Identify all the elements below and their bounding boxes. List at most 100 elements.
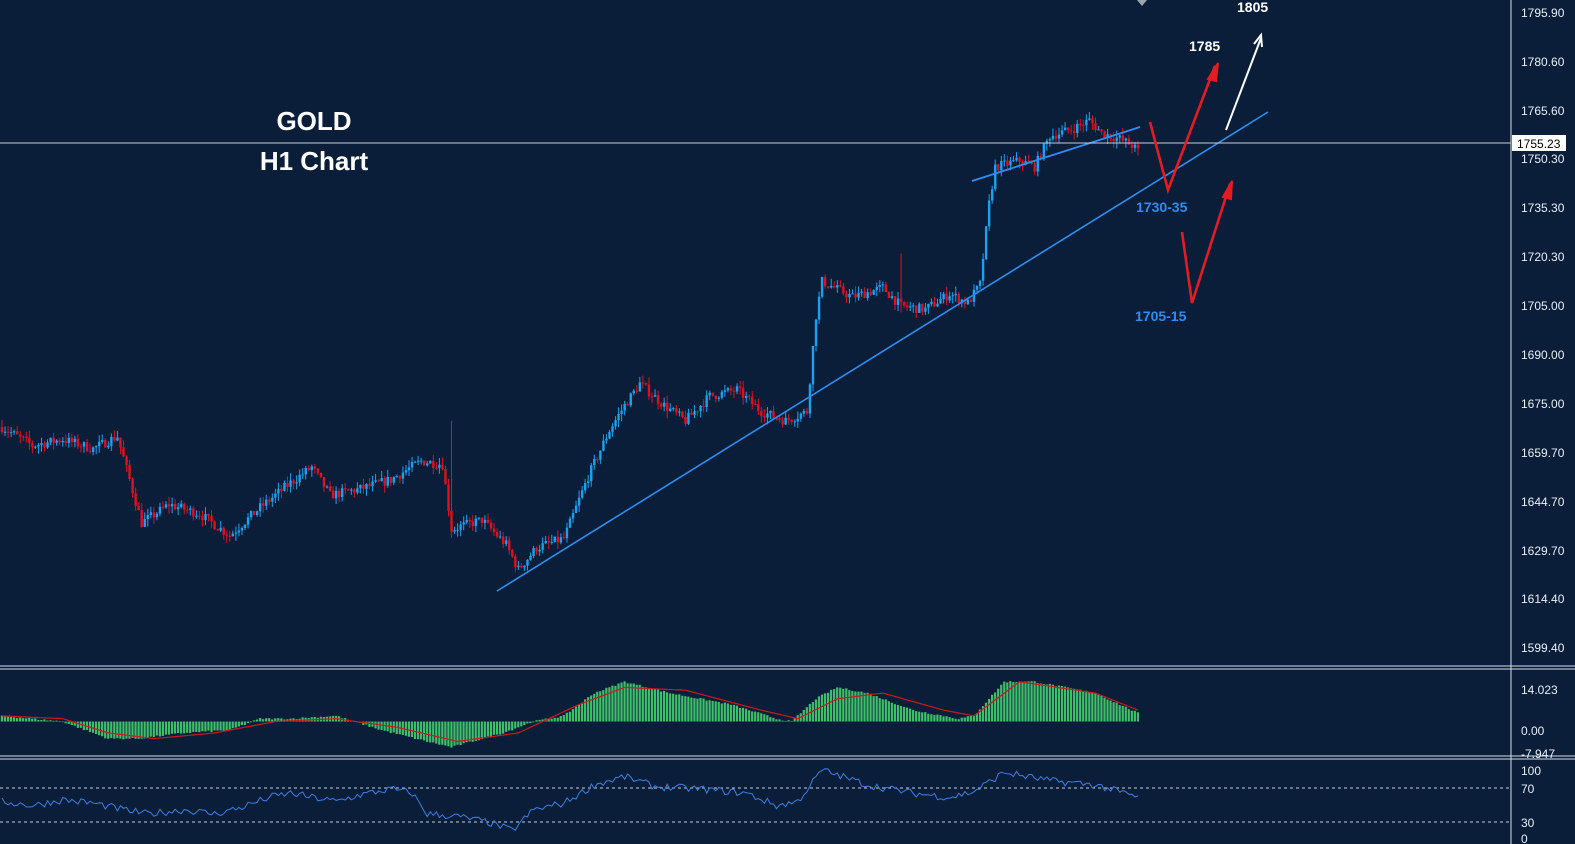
candle-body	[1042, 143, 1046, 160]
candle-body	[3, 431, 7, 433]
candle-body	[1054, 135, 1058, 139]
macd-histogram-bar	[611, 685, 614, 722]
macd-histogram-bar	[277, 718, 280, 722]
candle-body	[474, 518, 478, 527]
candle-body	[426, 463, 429, 466]
candle-body	[505, 540, 508, 545]
candle-body	[22, 436, 25, 438]
candle-body	[173, 504, 177, 510]
candle-body	[222, 527, 225, 535]
price-tick: 1735.30	[1521, 201, 1565, 215]
candle-body	[520, 565, 523, 568]
candle-body	[693, 411, 696, 415]
macd-histogram-bar	[180, 721, 183, 734]
macd-histogram-bar	[887, 701, 890, 722]
macd-histogram-bar	[213, 721, 216, 731]
macd-histogram-bar	[489, 721, 493, 738]
macd-histogram-bar	[1103, 697, 1106, 722]
macd-histogram-bar	[714, 701, 717, 722]
candle-body	[915, 305, 918, 313]
macd-histogram-bar	[881, 699, 884, 722]
candle-body	[438, 464, 441, 468]
candle-body	[851, 293, 854, 295]
macd-histogram-bar	[94, 721, 98, 735]
candle-body	[265, 499, 268, 506]
projection-arrow-support	[1180, 183, 1232, 304]
macd-histogram-bar	[951, 718, 954, 722]
candle-body	[629, 393, 632, 406]
candle-body	[863, 291, 866, 299]
macd-histogram-bar	[101, 721, 104, 737]
candle-body	[456, 529, 459, 531]
candle-body	[67, 437, 71, 443]
macd-histogram-bar	[781, 720, 784, 722]
candle-body	[729, 388, 733, 391]
macd-histogram-bar	[987, 698, 991, 722]
candle-body	[82, 442, 86, 447]
macd-histogram-bar	[0, 715, 4, 722]
macd-histogram-bar	[972, 715, 975, 722]
candle-body	[881, 284, 885, 286]
candle-body	[283, 483, 286, 491]
candle-body	[64, 441, 67, 443]
candle-body	[951, 295, 954, 297]
candle-body	[1091, 118, 1094, 124]
macd-histogram-bar	[842, 688, 845, 722]
macd-histogram-bar	[176, 721, 180, 734]
candle-body	[374, 480, 377, 482]
candle-body	[790, 420, 793, 422]
macd-histogram-bar	[690, 697, 693, 722]
macd-histogram-bar	[948, 717, 951, 722]
macd-histogram-bar	[787, 720, 790, 722]
candle-body	[1127, 138, 1131, 145]
candle-body	[1076, 123, 1079, 133]
candle-body	[508, 540, 511, 550]
macd-histogram-bar	[538, 719, 541, 722]
macd-histogram-bar	[635, 684, 638, 722]
candle-body	[735, 386, 739, 392]
macd-histogram-bar	[845, 688, 848, 722]
candle-body	[1073, 131, 1076, 133]
candle-body	[344, 488, 347, 490]
macd-histogram-bar	[991, 694, 994, 722]
candle-body	[678, 411, 681, 413]
macd-histogram-bar	[839, 687, 842, 722]
macd-histogram-bar	[1079, 689, 1082, 722]
macd-histogram-bar	[918, 711, 921, 722]
candle-body	[328, 486, 332, 491]
macd-histogram-bar	[778, 719, 781, 722]
projection-arrows	[1137, 0, 1263, 304]
macd-histogram-bar	[15, 718, 19, 722]
candle-body	[104, 440, 107, 448]
macd-histogram-bar	[234, 721, 237, 728]
macd-histogram-bar	[43, 719, 46, 722]
candle-body	[501, 536, 505, 545]
candle-body	[380, 478, 383, 482]
candle-body	[9, 432, 13, 434]
macd-histogram-bar	[468, 721, 471, 742]
macd-histogram-bar	[137, 721, 140, 739]
candle-body	[1103, 131, 1106, 138]
candle-body	[766, 413, 769, 418]
candle-body	[1094, 123, 1097, 130]
candle-body	[49, 437, 52, 443]
macd-histogram-bar	[517, 721, 520, 728]
macd-histogram-bar	[219, 721, 222, 731]
candle-body	[1006, 160, 1009, 166]
price-tick: 1644.70	[1521, 495, 1565, 509]
candle-body	[313, 466, 317, 469]
macd-histogram-bar	[12, 717, 16, 722]
candle-body	[289, 480, 292, 487]
candle-body	[483, 519, 487, 523]
price-tick: 1795.90	[1521, 6, 1565, 20]
macd-histogram-bar	[836, 687, 839, 722]
macd-histogram-bar	[122, 721, 125, 740]
macd-histogram-bar	[757, 712, 760, 722]
candle-body	[31, 442, 34, 447]
candle-body	[225, 534, 228, 536]
macd-histogram-bar	[423, 721, 426, 741]
candle-body	[1030, 162, 1033, 164]
macd-histogram-bar	[19, 717, 22, 722]
macd-histogram-bar	[526, 721, 529, 724]
macd-histogram-bar	[520, 721, 523, 727]
